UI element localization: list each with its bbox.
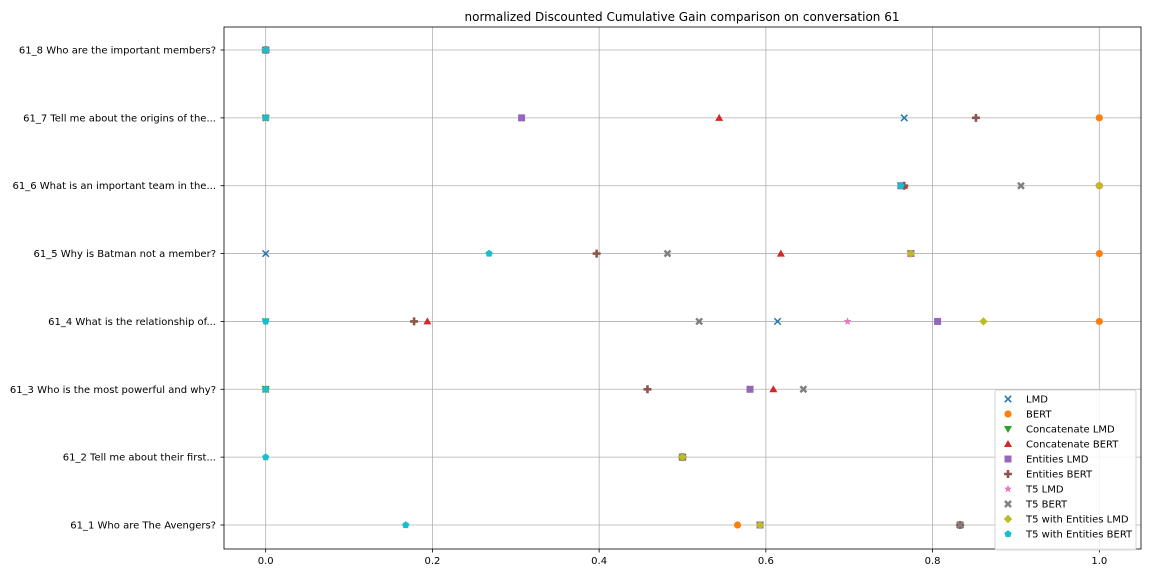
legend-marker — [1004, 410, 1012, 418]
x-tick-label: 0.2 — [424, 556, 440, 567]
data-point — [402, 521, 410, 529]
data-point — [518, 114, 526, 122]
data-point — [262, 453, 270, 461]
data-point — [1095, 249, 1103, 258]
x-tick-label: 1.0 — [1091, 556, 1107, 567]
data-point — [1095, 317, 1103, 326]
data-point — [900, 114, 908, 122]
x-tick-label: 0.4 — [591, 556, 607, 567]
legend-label: T5 BERT — [1025, 500, 1068, 511]
data-point — [971, 113, 980, 122]
legend-label: T5 LMD — [1025, 485, 1064, 496]
legend-marker — [1003, 514, 1013, 524]
x-axis-ticks: 0.0 0.2 0.4 0.6 0.8 1.0 — [258, 549, 1107, 567]
data-point — [1095, 181, 1104, 190]
legend-label: Entities LMD — [1026, 455, 1089, 466]
data-point — [799, 385, 808, 394]
chart-title: normalized Discounted Cumulative Gain co… — [465, 10, 900, 24]
y-tick-label: 61_1 Who are The Avengers? — [70, 521, 216, 532]
data-point — [262, 385, 270, 393]
y-tick-label: 61_3 Who is the most powerful and why? — [10, 385, 216, 396]
x-tick-label: 0.8 — [925, 556, 941, 567]
legend-label: Entities BERT — [1026, 470, 1093, 481]
data-point — [410, 317, 419, 326]
grid — [224, 27, 1141, 549]
y-axis-ticks: 61_1 Who are The Avengers? 61_2 Tell me a… — [10, 46, 224, 532]
data-point — [1095, 114, 1103, 122]
data-marks — [261, 45, 1104, 530]
legend-marker — [1004, 470, 1012, 478]
y-tick-label: 61_4 What is the relationship of... — [48, 317, 216, 328]
legend-marker — [1004, 500, 1012, 508]
legend-label: T5 with Entities BERT — [1025, 530, 1133, 541]
legend-marker — [1004, 484, 1012, 493]
data-point — [956, 521, 964, 529]
data-point — [663, 249, 672, 258]
data-point — [773, 317, 782, 326]
data-point — [262, 114, 270, 121]
legend-label: T5 with Entities LMD — [1025, 515, 1129, 526]
legend-label: Concatenate LMD — [1026, 425, 1115, 436]
data-point — [769, 385, 778, 393]
plot-frame — [223, 26, 1142, 550]
x-tick-label: 0.0 — [258, 556, 274, 567]
legend-box — [994, 389, 1137, 551]
data-point — [979, 317, 988, 326]
x-tick-label: 0.6 — [758, 556, 774, 567]
legend-marker — [1004, 440, 1012, 447]
data-point — [900, 181, 909, 190]
legend-label: LMD — [1026, 395, 1048, 406]
legend-marker — [1004, 395, 1012, 403]
y-tick-label: 61_2 Tell me about their first... — [63, 453, 216, 464]
data-point — [262, 46, 270, 54]
data-point — [906, 249, 916, 258]
y-tick-label: 61_5 Why is Batman not a member? — [34, 249, 216, 260]
data-point — [423, 317, 432, 325]
data-point — [695, 317, 704, 326]
legend-marker — [1004, 426, 1012, 433]
legend-marker — [1004, 455, 1012, 463]
data-point — [746, 385, 754, 393]
y-tick-label: 61_7 Tell me about the origins of the... — [23, 113, 216, 124]
data-point — [261, 249, 270, 258]
data-point — [262, 317, 270, 325]
data-point — [934, 317, 942, 325]
data-point — [755, 520, 765, 530]
data-point — [715, 113, 724, 121]
data-point — [897, 181, 905, 189]
legend-label: BERT — [1026, 410, 1052, 421]
data-point — [733, 521, 742, 529]
legend-label: Concatenate BERT — [1026, 440, 1119, 451]
data-point — [485, 249, 493, 257]
data-point — [776, 249, 785, 257]
legend-marker — [1004, 530, 1012, 538]
data-point — [592, 249, 601, 258]
legend: LMD BERT Concatenate LMD Concatenate BERT En… — [994, 389, 1137, 551]
y-tick-label: 61_8 Who are the important members? — [19, 46, 216, 57]
data-point — [678, 452, 687, 462]
y-tick-label: 61_6 What is an important team in the... — [13, 181, 216, 192]
data-point — [843, 317, 852, 325]
data-point — [1017, 181, 1025, 190]
data-point — [643, 385, 652, 394]
